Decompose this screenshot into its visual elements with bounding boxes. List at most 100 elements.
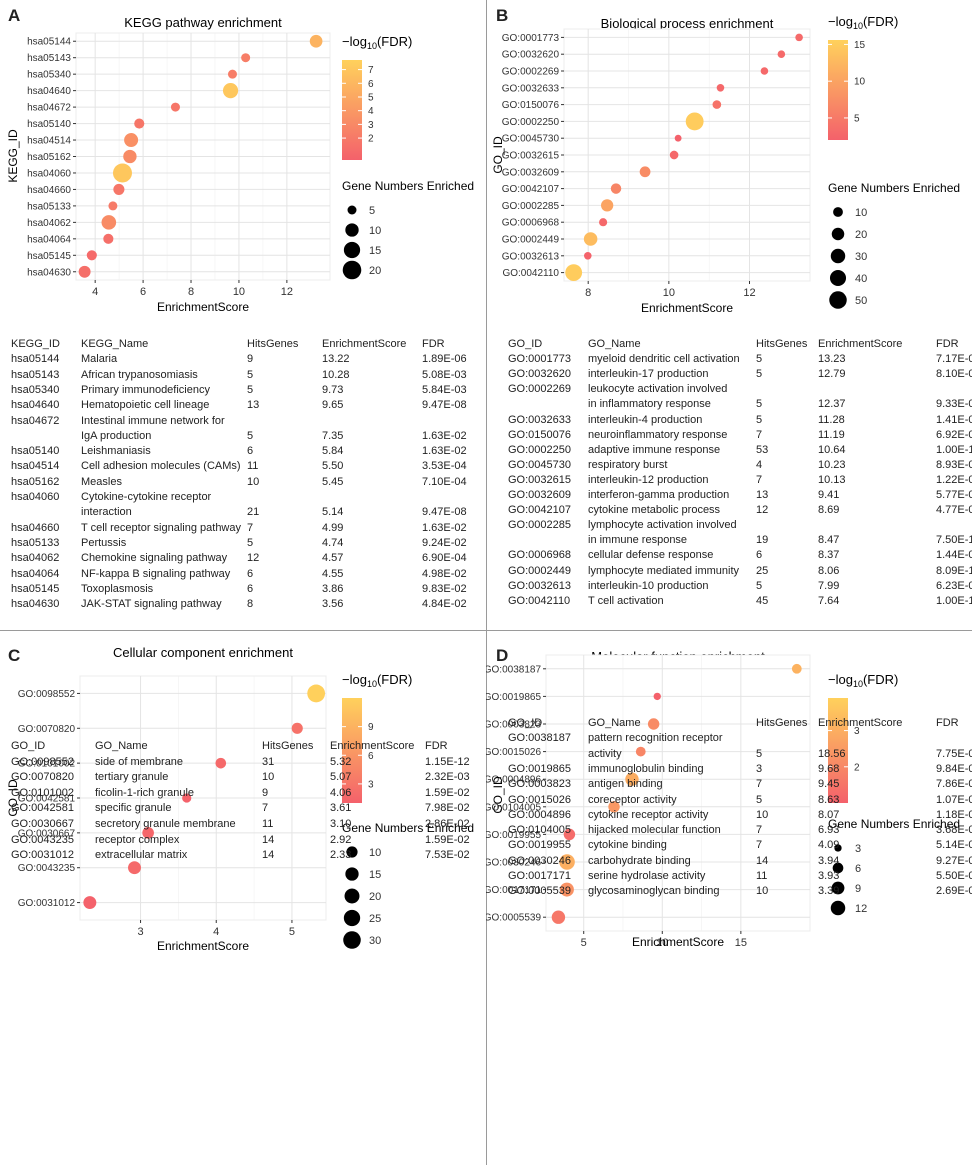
y-tick-label: hsa04060: [27, 168, 71, 179]
table-header-cell: FDR: [425, 740, 448, 752]
table-cell: Pertussis: [81, 536, 127, 549]
table-cell: 8.06: [818, 564, 840, 577]
table-cell: 1.22E-04: [936, 473, 972, 486]
y-tick-label: GO:0004896: [486, 775, 541, 786]
table-cell: 5.14E-02: [936, 839, 972, 852]
table-cell: 2.69E-02: [936, 885, 972, 898]
data-point: [227, 69, 237, 79]
y-tick-label: hsa04672: [27, 103, 71, 114]
table-cell: hsa04062: [11, 552, 60, 565]
table-cell: GO:0002285: [508, 519, 571, 532]
data-point: [124, 133, 139, 148]
table-cell: 10.23: [818, 458, 846, 471]
x-axis-label: EnrichmentScore: [641, 301, 733, 315]
table-cell: 10: [756, 808, 769, 821]
y-tick-label: GO:0032620: [502, 50, 560, 61]
size-legend-circle: [345, 867, 359, 881]
table-cell: interleukin-10 production: [588, 579, 709, 592]
table-cell: 45: [756, 594, 769, 607]
table-cell: 8.07: [818, 808, 840, 821]
table-cell: 10: [247, 475, 260, 488]
table-cell: 6: [756, 549, 763, 562]
table-cell: antigen binding: [588, 778, 663, 791]
size-legend-circle: [834, 844, 842, 852]
biological-process-chart: Biological process enrichment GO:0001773 G…: [491, 14, 960, 315]
kegg-chart: KEGG pathway enrichment hsa05144 hsa05143 h…: [6, 15, 474, 314]
table-cell: 1.07E-02: [936, 793, 972, 806]
table-cell: 4.74: [322, 536, 344, 549]
table-header-cell: KEGG_Name: [81, 338, 149, 350]
data-point: [565, 264, 583, 281]
color-legend-bar: [342, 60, 362, 160]
y-axis-label: GO_ID: [6, 779, 20, 817]
y-tick-label: GO:0038187: [486, 664, 541, 675]
table-cell: 6.93: [818, 824, 840, 837]
chart-title: KEGG pathway enrichment: [124, 15, 282, 30]
table-cell: interferon-gamma production: [588, 489, 730, 501]
table-cell: GO:0019865: [508, 762, 571, 775]
table-cell: respiratory burst: [588, 458, 668, 471]
table-cell: 5.84: [322, 445, 344, 458]
table-cell: IgA production: [81, 429, 152, 442]
y-axis-label: GO_ID: [491, 776, 505, 814]
y-tick-label: GO:0032609: [502, 167, 560, 178]
table-cell: 7: [247, 521, 254, 534]
y-tick-label: hsa05140: [27, 119, 71, 130]
table-cell: 7: [756, 839, 763, 852]
table-cell: hsa05143: [11, 368, 60, 381]
y-tick-label: GO:0002285: [502, 201, 560, 212]
data-point: [716, 84, 725, 92]
color-legend-label: 4: [368, 106, 374, 117]
y-tick-label: GO:0098552: [18, 689, 76, 700]
table-cell: GO:0001773: [508, 353, 571, 366]
table-cell: Measles: [81, 475, 122, 488]
table-cell: 7.64: [818, 594, 840, 607]
data-point: [563, 828, 576, 841]
x-tick-label: 12: [743, 287, 755, 299]
table-header-cell: EnrichmentScore: [322, 338, 407, 350]
table-cell: 1.00E-15: [936, 594, 972, 607]
table-cell: glycosaminoglycan binding: [588, 885, 720, 898]
data-point: [669, 150, 679, 160]
table-cell: GO:0101002: [11, 786, 74, 799]
size-legend-circle: [343, 241, 361, 259]
table-cell: carbohydrate binding: [588, 854, 691, 867]
size-legend-circle: [347, 205, 357, 215]
y-tick-label: hsa04630: [27, 267, 71, 278]
table-cell: 3.61: [330, 802, 352, 815]
size-legend-circle: [833, 207, 843, 217]
y-tick-label: GO:0015026: [486, 747, 541, 758]
panel-c-letter: C: [8, 646, 21, 665]
size-legend-circle: [344, 888, 360, 904]
y-tick-label: GO:0101002: [18, 759, 76, 770]
table-cell: GO:0032613: [508, 579, 571, 592]
y-tick-label: hsa05133: [27, 201, 71, 212]
table-cell: GO:0042581: [11, 802, 74, 815]
data-point: [291, 722, 303, 734]
table-header-cell: EnrichmentScore: [818, 717, 903, 729]
size-legend-circle: [829, 291, 847, 309]
y-tick-label: GO:0003823: [486, 720, 541, 731]
size-legend-circle: [830, 248, 846, 264]
x-tick-label: 8: [188, 286, 194, 298]
y-tick-label: GO:0002250: [502, 117, 560, 128]
table-cell: GO:0104005: [508, 824, 571, 837]
data-point: [777, 50, 786, 58]
y-tick-label: GO:0104005: [486, 802, 541, 813]
table-cell: hsa05144: [11, 353, 60, 366]
table-cell: 5: [247, 536, 254, 549]
y-tick-label: hsa05145: [27, 251, 71, 262]
table-cell: 8.47: [818, 534, 840, 547]
table-cell: 6.92E-05: [936, 428, 972, 441]
size-legend-title: Gene Numbers Enriched: [342, 179, 474, 193]
table-cell: cytokine metabolic process: [588, 504, 721, 517]
table-cell: 2.92: [330, 833, 352, 846]
size-legend-label: 15: [369, 869, 381, 881]
color-legend-label: 6: [368, 751, 374, 762]
data-point: [551, 910, 566, 924]
table-cell: adaptive immune response: [588, 443, 721, 456]
table-cell: 3.39: [818, 885, 840, 898]
color-legend-title: −log10(FDR): [828, 672, 898, 689]
table-cell: cytokine receptor activity: [588, 808, 709, 821]
table-cell: GO:0015026: [508, 793, 571, 806]
